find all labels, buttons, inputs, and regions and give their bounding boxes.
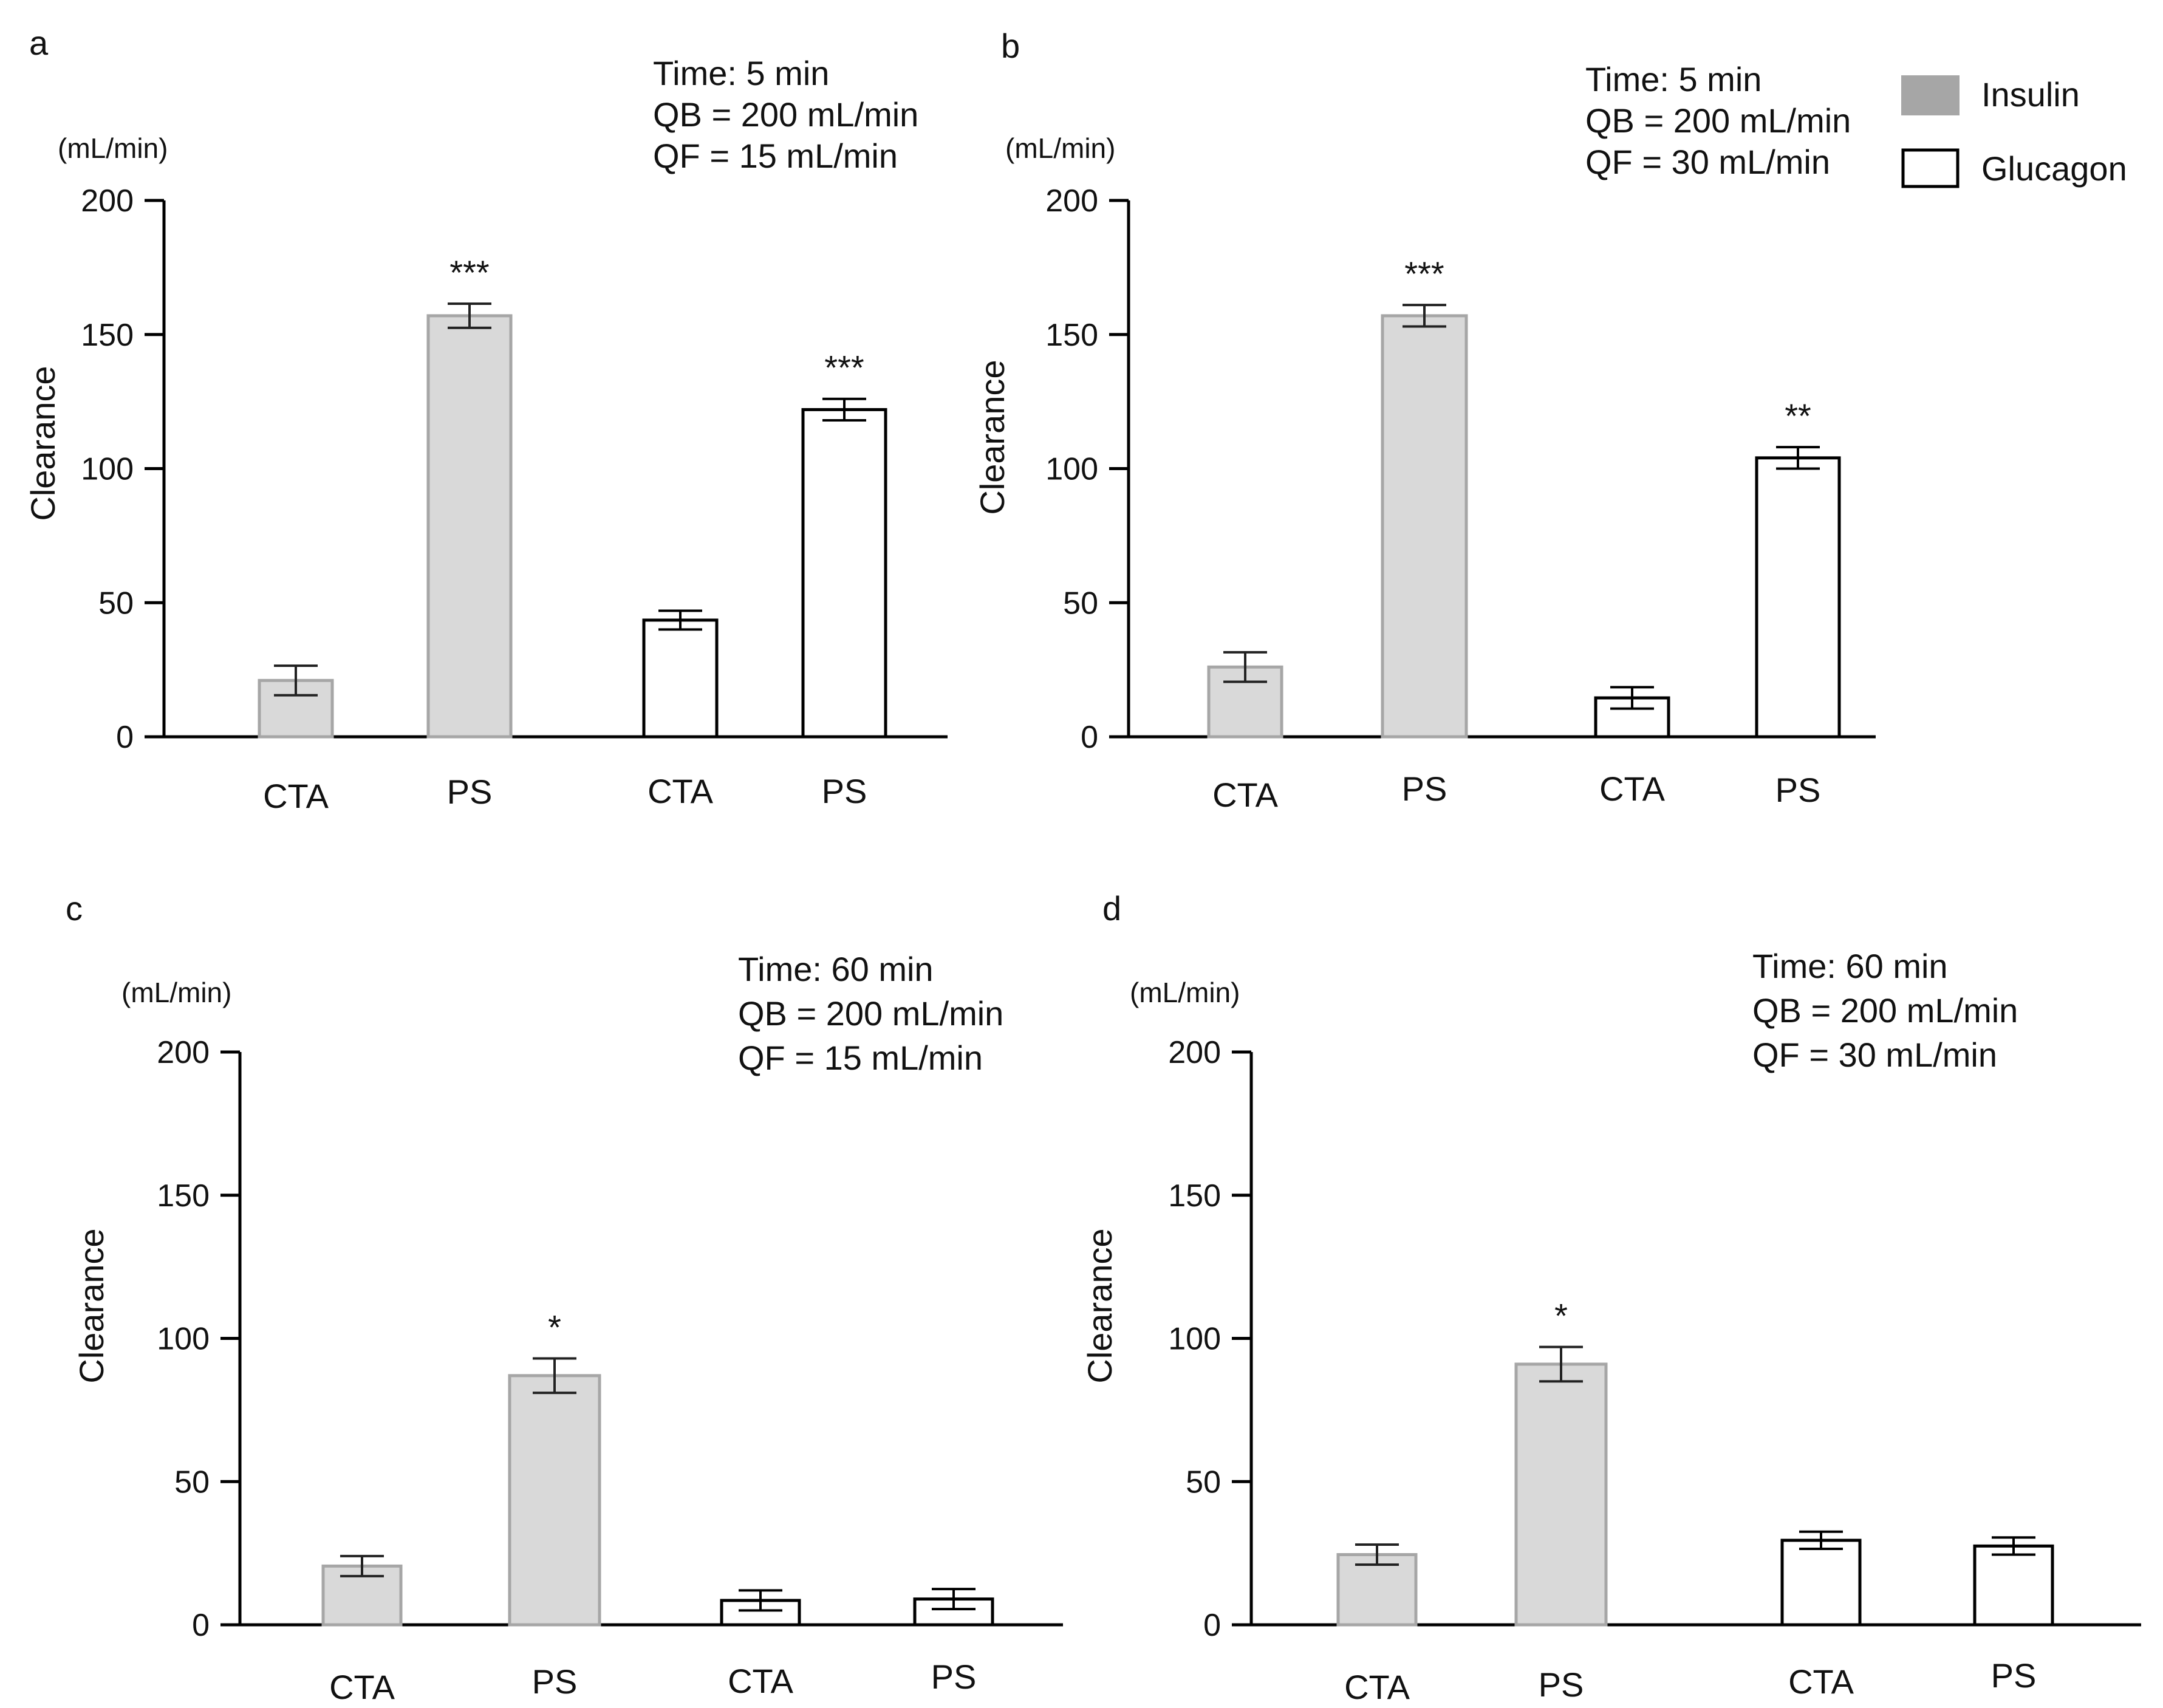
y-tick-label: 200 [1045, 183, 1098, 219]
significance-mark: * [1554, 1297, 1568, 1335]
y-tick-label: 0 [1081, 720, 1098, 755]
x-category-label: PS [532, 1662, 578, 1701]
x-category-label: CTA [648, 772, 713, 810]
x-category-label: PS [1991, 1656, 2037, 1695]
x-category-label: CTA [728, 1662, 793, 1700]
panel-a: a (mL/min) Clearance 0 50 100 150 200 CTA *** PS CT… [24, 24, 948, 815]
bar-insulin-ps [426, 314, 513, 739]
y-tick-label: 100 [1045, 452, 1098, 487]
condition-text: Time: 5 min [1585, 60, 1761, 98]
significance-mark: *** [449, 253, 489, 292]
x-category-label: PS [931, 1658, 977, 1696]
y-tick-label: 200 [157, 1035, 210, 1070]
condition-text: QB = 200 mL/min [738, 994, 1003, 1033]
bar-glucagon-ps [1755, 456, 1841, 739]
significance-mark: * [548, 1308, 561, 1347]
y-axis-title: Clearance [24, 366, 62, 521]
bar-glucagon-ps [1973, 1544, 2054, 1627]
legend: Insulin Glucagon [1901, 75, 2127, 188]
x-category-label: CTA [263, 777, 329, 815]
condition-text: QF = 30 mL/min [1585, 143, 1830, 181]
legend-swatch-glucagon [1901, 148, 1960, 188]
bar-insulin-ps [508, 1374, 601, 1627]
x-category-label: PS [822, 772, 867, 810]
y-tick-label: 150 [157, 1178, 210, 1214]
y-axis-title: Clearance [973, 360, 1011, 514]
y-axis-unit: (mL/min) [1005, 132, 1115, 164]
condition-text: QB = 200 mL/min [1585, 101, 1851, 140]
y-axis-unit: (mL/min) [121, 977, 231, 1008]
legend-swatch-insulin [1901, 75, 1960, 115]
x-category-label: CTA [1788, 1662, 1854, 1701]
bar-insulin-cta [1336, 1553, 1418, 1627]
panel-letter: a [29, 24, 49, 62]
x-category-label: CTA [1599, 770, 1665, 808]
condition-text: QB = 200 mL/min [1752, 991, 2018, 1030]
x-category-label: PS [447, 773, 493, 811]
x-category-label: CTA [329, 1668, 395, 1706]
y-tick-label: 50 [98, 586, 134, 621]
x-category-label: PS [1775, 771, 1821, 809]
y-tick-label: 50 [1186, 1464, 1221, 1500]
y-tick-label: 150 [1045, 318, 1098, 353]
y-tick-label: 100 [1168, 1322, 1221, 1357]
y-tick-label: 0 [1203, 1608, 1221, 1643]
panel-letter: b [1001, 27, 1020, 65]
y-tick-label: 200 [1168, 1035, 1221, 1070]
panel-b: b (mL/min) Clearance 0 50 100 150 200 CTA *** PS CT… [973, 27, 1876, 814]
y-axis-title: Clearance [1081, 1228, 1119, 1383]
y-tick-label: 150 [81, 318, 134, 353]
bar-glucagon-ps [801, 408, 887, 739]
y-axis-unit: (mL/min) [58, 132, 168, 164]
condition-text: Time: 60 min [1752, 947, 1948, 985]
legend-label-glucagon: Glucagon [1981, 149, 2127, 188]
y-axis-title: Clearance [72, 1228, 111, 1383]
significance-mark: *** [1404, 254, 1444, 293]
y-tick-label: 50 [1063, 586, 1098, 621]
bar-insulin-ps [1381, 314, 1468, 739]
legend-label-insulin: Insulin [1981, 75, 2080, 114]
x-category-label: CTA [1344, 1668, 1410, 1706]
panel-letter: d [1102, 889, 1121, 927]
bar-glucagon-cta [1780, 1539, 1862, 1627]
panel-c: c (mL/min) Clearance 0 50 100 150 200 CTA * PS CTA P… [66, 889, 1063, 1706]
bar-insulin-ps [1514, 1362, 1608, 1627]
condition-text: QF = 15 mL/min [653, 137, 898, 175]
y-tick-label: 100 [157, 1322, 210, 1357]
bar-glucagon-cta [642, 618, 719, 739]
y-tick-label: 0 [116, 720, 134, 755]
condition-text: Time: 5 min [653, 54, 829, 92]
x-category-label: CTA [1212, 776, 1278, 814]
y-tick-label: 150 [1168, 1178, 1221, 1214]
panel-letter: c [66, 889, 83, 927]
condition-text: QF = 30 mL/min [1752, 1036, 1997, 1074]
y-tick-label: 100 [81, 452, 134, 487]
y-tick-label: 50 [174, 1464, 210, 1500]
y-axis-unit: (mL/min) [1130, 977, 1240, 1008]
significance-mark: ** [1785, 397, 1811, 435]
condition-text: QB = 200 mL/min [653, 95, 918, 134]
panel-d: d (mL/min) Clearance 0 50 100 150 200 CTA * PS CTA P… [1081, 889, 2141, 1706]
y-tick-label: 200 [81, 183, 134, 219]
y-tick-label: 0 [192, 1608, 210, 1643]
condition-text: QF = 15 mL/min [738, 1039, 983, 1077]
x-category-label: PS [1402, 770, 1447, 808]
condition-text: Time: 60 min [738, 950, 934, 988]
x-category-label: PS [1539, 1665, 1584, 1704]
significance-mark: *** [824, 349, 864, 387]
